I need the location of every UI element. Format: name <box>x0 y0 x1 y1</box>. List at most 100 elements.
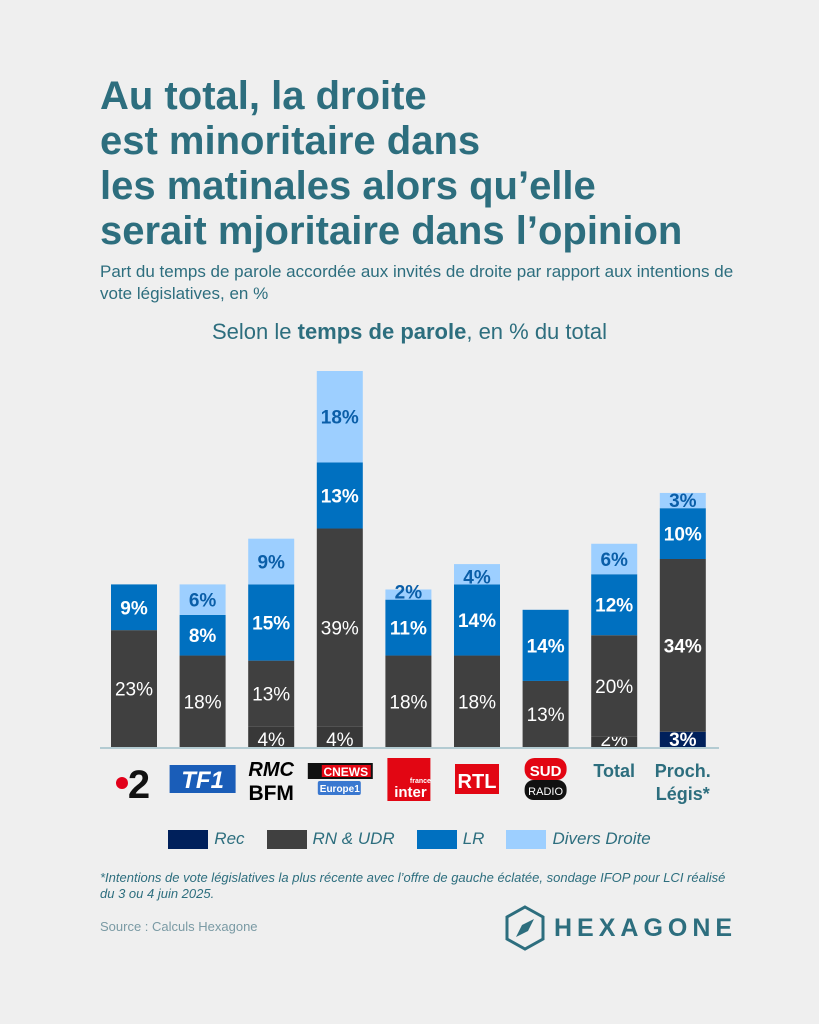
data-label: 4% <box>326 730 354 751</box>
x-tick-label: Total <box>593 761 635 781</box>
bar-segment-lr <box>111 584 157 631</box>
data-label: 3% <box>669 491 697 512</box>
bar-segment-lr <box>385 599 432 656</box>
radio-logo: RADIO <box>528 786 563 798</box>
brand-name: HEXAGONE <box>554 913 738 942</box>
bar-segment-rn-udr <box>591 635 638 737</box>
bar-segment-rec <box>659 731 706 747</box>
data-label: 13% <box>527 705 565 726</box>
bar-segment-lr <box>248 584 295 661</box>
data-label: 14% <box>458 611 496 632</box>
data-label: 15% <box>252 614 290 635</box>
europe1-logo-bg <box>317 781 361 795</box>
inter-logo-bg <box>387 758 431 801</box>
bar-segment-divers-droite <box>454 564 500 585</box>
bar-segment-lr <box>454 584 500 656</box>
sud-logo-bg <box>524 758 567 780</box>
bar-segment-divers-droite <box>179 584 226 615</box>
legend-label: Rec <box>214 829 245 848</box>
legend: Rec RN & UDR LR Divers Droite <box>0 829 819 849</box>
legend-swatch <box>416 829 457 849</box>
title-line: serait mjoritaire dans l’opinion <box>100 209 683 253</box>
chart-subtitle-pre: Selon le <box>212 319 298 344</box>
bar-segment-rn-udr <box>522 680 569 747</box>
rtl-logo-bg <box>455 764 499 794</box>
data-label: 6% <box>600 550 628 571</box>
bar-segment-divers-droite <box>385 589 432 600</box>
tf1-logo: TF1 <box>181 767 224 794</box>
bar-segment-lr <box>591 574 638 636</box>
bar-segment-rn-udr <box>179 655 226 747</box>
data-label: 4% <box>257 730 285 751</box>
bar-segment-divers-droite <box>248 538 295 585</box>
europe1-logo: Europe1 <box>320 784 360 795</box>
chart-subtitle-bold: temps de parole <box>297 319 467 344</box>
bar-segment-rn-udr <box>111 630 157 747</box>
legend-swatch <box>266 829 307 849</box>
bfm-logo: BFM <box>248 782 294 805</box>
bar-segment-lr <box>179 614 226 656</box>
data-label: 18% <box>458 692 496 713</box>
france2-logo-dot <box>116 777 128 789</box>
data-label: 11% <box>390 619 427 640</box>
cnews-logo-red <box>321 765 371 777</box>
legend-item: Rec <box>168 829 245 849</box>
title-line: les matinales alors qu’elle <box>100 164 596 208</box>
legend-label: RN & UDR <box>312 829 395 848</box>
footnote: *Intentions de vote législatives la plus… <box>100 870 726 901</box>
page-title: Au total, la droite est minoritaire dans… <box>100 74 760 254</box>
legend-item: LR <box>416 829 485 849</box>
legend-swatch <box>506 829 547 849</box>
x-tick-label: Proch. <box>655 761 711 781</box>
data-label: 13% <box>252 685 290 706</box>
bar-segment-rec <box>248 726 295 747</box>
data-label: 18% <box>321 408 359 429</box>
stacked-bar-chart: 23%9%18%8%6%4%13%15%9%4%39%13%18%18%11%2… <box>100 371 719 807</box>
x-tick-label: Légis* <box>656 784 710 804</box>
inter-logo: france inter <box>390 778 431 801</box>
sud-logo: SUD <box>530 763 562 780</box>
data-label: 4% <box>463 567 491 588</box>
bar-segment-divers-droite <box>591 543 638 575</box>
title-line: Au total, la droite <box>100 74 427 118</box>
data-label: 12% <box>595 596 633 617</box>
data-label: 34% <box>664 636 702 657</box>
data-label: 20% <box>595 677 633 698</box>
chart-subtitle-post: , en % du total <box>466 319 607 344</box>
legend-item: Divers Droite <box>506 829 651 849</box>
bar-segment-lr <box>316 462 363 529</box>
bar-segment-rn-udr <box>454 655 500 747</box>
radio-logo-bg <box>524 780 567 800</box>
bar-segment-rn-udr <box>316 528 363 727</box>
data-label: 39% <box>321 619 359 640</box>
legend-label: LR <box>462 829 485 848</box>
data-label: 13% <box>321 486 359 507</box>
legend-item: RN & UDR <box>266 829 395 849</box>
legend-label: Divers Droite <box>552 829 651 848</box>
chart-subtitle: Selon le temps de parole, en % du total <box>0 319 819 345</box>
tf1-logo-bg <box>169 765 236 793</box>
brand-logo: HEXAGONE <box>504 905 737 951</box>
data-label: 2% <box>395 583 423 604</box>
data-label: 3% <box>669 730 697 751</box>
data-label: 18% <box>389 692 427 713</box>
data-label: 9% <box>257 553 285 574</box>
subtitle: Part du temps de parole accordée aux inv… <box>100 262 734 303</box>
bar-segment-rec <box>591 736 638 747</box>
bar-segment-divers-droite <box>659 492 706 509</box>
data-label: 23% <box>115 680 153 701</box>
bar-segment-lr <box>522 609 569 681</box>
france2-logo: 2 <box>128 763 150 807</box>
bar-segment-rec <box>316 726 363 747</box>
bar-segment-divers-droite <box>316 371 363 463</box>
bar-segment-rn-udr <box>248 660 295 727</box>
rtl-logo: RTL <box>458 771 497 793</box>
data-label: 14% <box>527 636 565 657</box>
legend-swatch <box>168 829 209 849</box>
bar-segment-rn-udr <box>659 559 706 732</box>
cnews-logo: CNEWS <box>323 765 368 779</box>
data-label: 6% <box>189 591 217 612</box>
data-label: 18% <box>184 692 222 713</box>
bar-segment-rn-udr <box>385 655 432 747</box>
